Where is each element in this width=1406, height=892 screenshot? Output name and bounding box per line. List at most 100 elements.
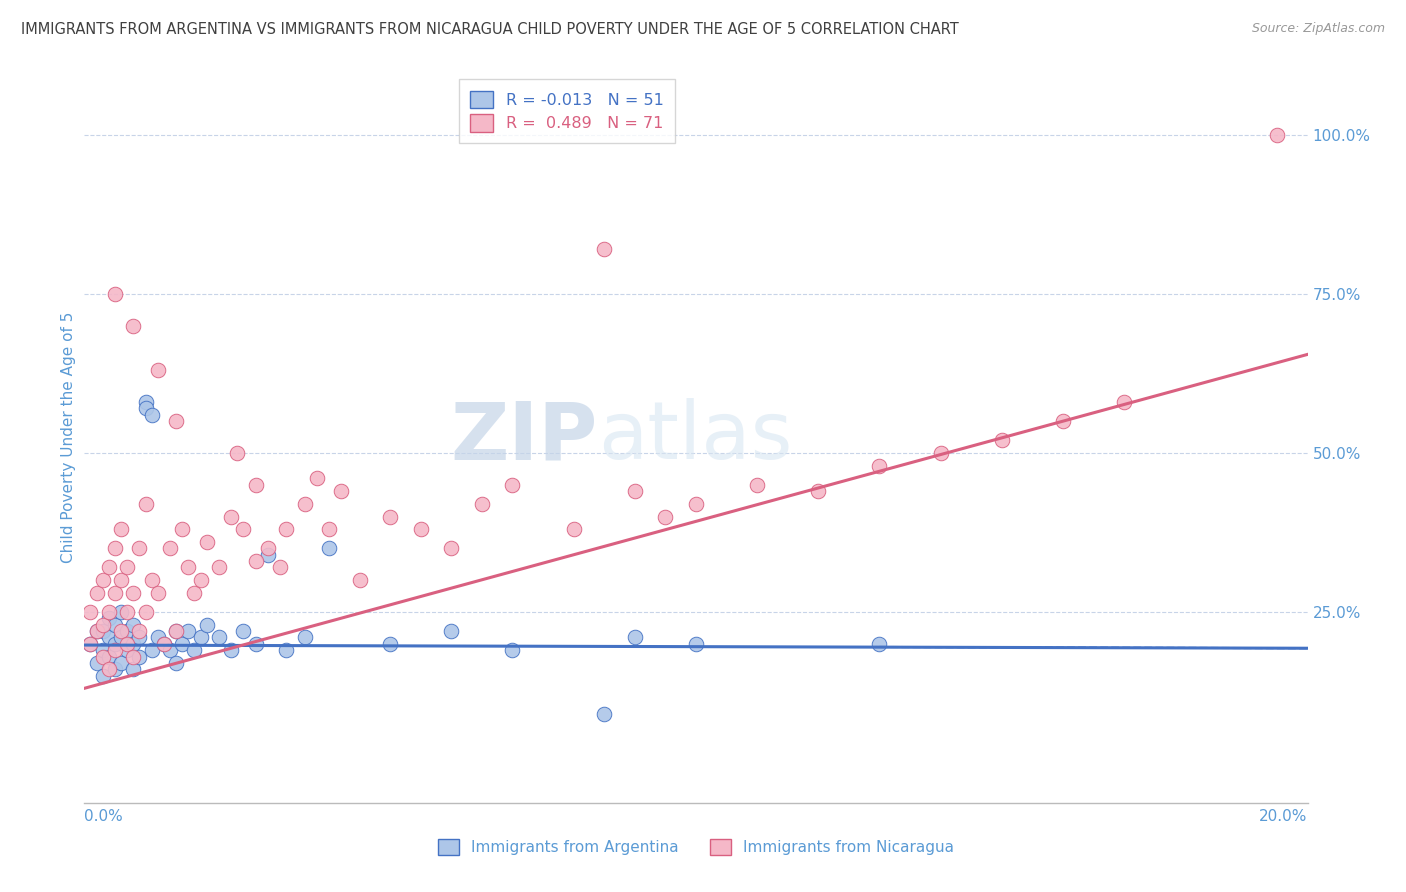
Point	[190, 573, 212, 587]
Point	[208, 631, 231, 645]
Point	[685, 637, 707, 651]
Point	[349, 573, 371, 587]
Point	[318, 541, 340, 556]
Point	[135, 395, 157, 409]
Point	[245, 637, 267, 651]
Point	[122, 662, 145, 676]
Text: 20.0%: 20.0%	[1260, 809, 1308, 824]
Point	[624, 484, 647, 499]
Point	[122, 586, 145, 600]
Point	[165, 624, 187, 638]
Point	[624, 631, 647, 645]
Point	[276, 522, 298, 536]
Point	[110, 605, 132, 619]
Point	[91, 624, 114, 638]
Point	[562, 522, 585, 536]
Point	[104, 643, 127, 657]
Point	[153, 637, 176, 651]
Point	[226, 446, 249, 460]
Point	[593, 706, 616, 721]
Point	[104, 586, 127, 600]
Point	[115, 605, 138, 619]
Point	[245, 477, 267, 491]
Point	[97, 605, 120, 619]
Point	[122, 617, 145, 632]
Point	[110, 624, 132, 638]
Text: ZIP: ZIP	[451, 398, 598, 476]
Point	[97, 611, 120, 625]
Point	[159, 643, 181, 657]
Point	[115, 560, 138, 574]
Point	[305, 471, 328, 485]
Point	[97, 560, 120, 574]
Point	[79, 605, 101, 619]
Point	[146, 586, 169, 600]
Point	[86, 656, 108, 670]
Point	[91, 649, 114, 664]
Point	[97, 649, 120, 664]
Point	[380, 509, 402, 524]
Point	[257, 548, 280, 562]
Text: Source: ZipAtlas.com: Source: ZipAtlas.com	[1251, 22, 1385, 36]
Point	[190, 631, 212, 645]
Point	[104, 541, 127, 556]
Point	[318, 522, 340, 536]
Point	[146, 363, 169, 377]
Point	[440, 624, 463, 638]
Point	[232, 522, 254, 536]
Text: IMMIGRANTS FROM ARGENTINA VS IMMIGRANTS FROM NICARAGUA CHILD POVERTY UNDER THE A: IMMIGRANTS FROM ARGENTINA VS IMMIGRANTS …	[21, 22, 959, 37]
Point	[165, 414, 187, 428]
Point	[502, 643, 524, 657]
Point	[654, 509, 676, 524]
Point	[440, 541, 463, 556]
Point	[146, 631, 169, 645]
Legend: Immigrants from Argentina, Immigrants from Nicaragua: Immigrants from Argentina, Immigrants fr…	[432, 833, 960, 861]
Point	[869, 637, 891, 651]
Point	[1265, 128, 1288, 142]
Point	[208, 560, 231, 574]
Point	[104, 637, 127, 651]
Point	[502, 477, 524, 491]
Point	[245, 554, 267, 568]
Point	[276, 643, 298, 657]
Point	[97, 662, 120, 676]
Point	[115, 624, 138, 638]
Point	[141, 408, 163, 422]
Point	[122, 649, 145, 664]
Point	[104, 662, 127, 676]
Point	[172, 522, 194, 536]
Point	[122, 318, 145, 333]
Point	[219, 643, 242, 657]
Point	[122, 637, 145, 651]
Text: 0.0%: 0.0%	[84, 809, 124, 824]
Point	[153, 637, 176, 651]
Point	[183, 643, 205, 657]
Point	[91, 643, 114, 657]
Point	[91, 617, 114, 632]
Point	[807, 484, 830, 499]
Point	[294, 497, 316, 511]
Point	[135, 497, 157, 511]
Point	[128, 631, 150, 645]
Point	[747, 477, 769, 491]
Point	[685, 497, 707, 511]
Point	[991, 434, 1014, 448]
Point	[869, 458, 891, 473]
Point	[79, 637, 101, 651]
Point	[177, 624, 200, 638]
Point	[159, 541, 181, 556]
Point	[183, 586, 205, 600]
Point	[104, 617, 127, 632]
Point	[135, 401, 157, 416]
Point	[110, 522, 132, 536]
Point	[104, 287, 127, 301]
Point	[141, 643, 163, 657]
Point	[380, 637, 402, 651]
Point	[165, 656, 187, 670]
Text: atlas: atlas	[598, 398, 793, 476]
Point	[294, 631, 316, 645]
Point	[195, 535, 218, 549]
Point	[110, 631, 132, 645]
Point	[115, 643, 138, 657]
Point	[79, 637, 101, 651]
